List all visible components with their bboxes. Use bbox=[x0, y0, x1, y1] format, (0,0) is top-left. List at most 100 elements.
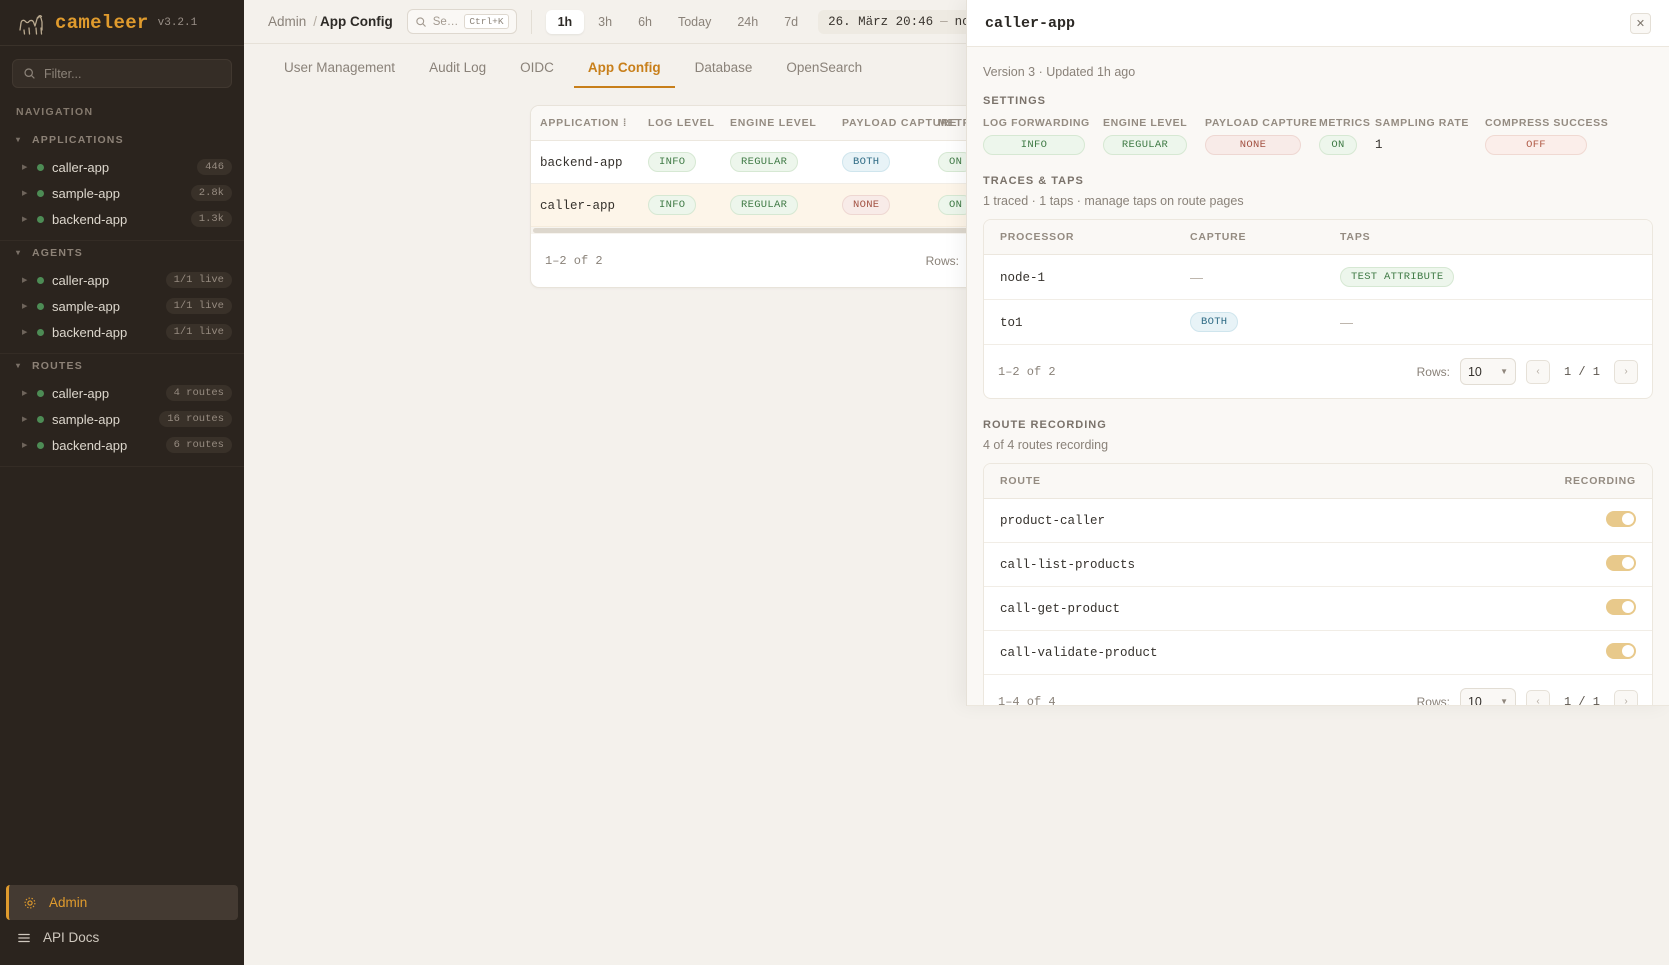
cell-engine-level: REGULAR bbox=[721, 140, 833, 184]
chevron-down-icon: ▾ bbox=[16, 361, 22, 370]
setting-label: PAYLOAD CAPTURE bbox=[1205, 117, 1318, 129]
breadcrumb-current: App Config bbox=[320, 14, 393, 29]
close-icon[interactable]: ✕ bbox=[1630, 12, 1651, 34]
setting-value: OFF bbox=[1485, 135, 1605, 155]
cell-processor: to1 bbox=[984, 299, 1174, 345]
sidebar-item-agents-sample-app[interactable]: ▶ sample-app 1/1 live bbox=[0, 293, 244, 319]
traces-rows-select[interactable]: 10 ▼ bbox=[1459, 358, 1516, 385]
nav-group-agents: ▾ AGENTS ▶ caller-app 1/1 live ▶ sample-app 1/1… bbox=[0, 241, 244, 354]
settings-section-title: SETTINGS bbox=[983, 95, 1047, 107]
recording-next-button[interactable]: › bbox=[1614, 689, 1638, 705]
table-row[interactable]: backend-appINFOREGULARBOTHON309 bbox=[531, 140, 1167, 184]
recording-toggle[interactable] bbox=[1606, 643, 1636, 659]
sidebar-item-routes-caller-app[interactable]: ▶ caller-app 4 routes bbox=[0, 380, 244, 406]
detail-panel: caller-app ✕ Version 3 · Updated 1h ago … bbox=[966, 0, 1669, 706]
tab-database[interactable]: Database bbox=[694, 60, 753, 75]
search-icon bbox=[24, 68, 35, 79]
status-badge: BOTH bbox=[842, 152, 891, 172]
status-dot-icon bbox=[37, 441, 44, 449]
traces-rows-value: 10 bbox=[1467, 364, 1482, 379]
sidebar-item-api-docs[interactable]: API Docs bbox=[0, 920, 244, 955]
setting-value-badge: OFF bbox=[1485, 135, 1587, 155]
recording-row[interactable]: call-validate-product bbox=[984, 630, 1652, 675]
chevron-right-icon: ▶ bbox=[22, 389, 28, 397]
tab-user-management[interactable]: User Management bbox=[284, 60, 396, 75]
recording-row[interactable]: call-list-products bbox=[984, 542, 1652, 587]
recording-header-row: ROUTE RECORDING bbox=[984, 464, 1652, 499]
tab-audit-log[interactable]: Audit Log bbox=[429, 60, 487, 75]
topbar-divider bbox=[530, 9, 532, 34]
sidebar-item-routes-backend-app[interactable]: ▶ backend-app 6 routes bbox=[0, 432, 244, 458]
traces-prev-button[interactable]: ‹ bbox=[1525, 359, 1550, 384]
detail-panel-meta: Version 3 · Updated 1h ago bbox=[983, 65, 1136, 79]
recording-rows-select[interactable]: 10 ▼ bbox=[1459, 688, 1516, 705]
traces-next-button[interactable]: › bbox=[1614, 359, 1638, 384]
breadcrumb-separator: / bbox=[313, 14, 318, 29]
processor-name: node-1 bbox=[1000, 270, 1046, 285]
table-column-header: ENGINE LEVEL bbox=[721, 106, 833, 141]
setting-metrics: METRICS ON bbox=[1319, 117, 1375, 155]
traces-table-card: PROCESSOR CAPTURE TAPS node-1 — TEST ATTRIBU… bbox=[983, 219, 1653, 399]
cell-route: call-list-products bbox=[984, 542, 1532, 587]
traces-column-header: PROCESSOR bbox=[984, 220, 1174, 255]
filter-input[interactable]: Filter... bbox=[12, 59, 232, 88]
chevron-down-icon: ▾ bbox=[16, 135, 22, 144]
recording-toggle[interactable] bbox=[1606, 555, 1636, 571]
sidebar-item-applications-sample-app[interactable]: ▶ sample-app 2.8k bbox=[0, 180, 244, 206]
recording-row-count: 1–4 of 4 bbox=[998, 694, 1056, 706]
sidebar-item-applications-caller-app[interactable]: ▶ caller-app 446 bbox=[0, 154, 244, 180]
recording-row[interactable]: call-get-product bbox=[984, 586, 1652, 631]
tab-app-config[interactable]: App Config bbox=[573, 48, 675, 88]
breadcrumb-root[interactable]: Admin bbox=[268, 14, 307, 29]
traces-row[interactable]: to1 BOTH — bbox=[984, 299, 1652, 345]
traces-row[interactable]: node-1 — TEST ATTRIBUTE bbox=[984, 254, 1652, 300]
processor-name: to1 bbox=[1000, 315, 1023, 330]
application-name: caller-app bbox=[540, 198, 616, 213]
sidebar-item-routes-sample-app[interactable]: ▶ sample-app 16 routes bbox=[0, 406, 244, 432]
tab-opensearch[interactable]: OpenSearch bbox=[786, 60, 863, 75]
sidebar-item-agents-caller-app[interactable]: ▶ caller-app 1/1 live bbox=[0, 267, 244, 293]
time-range-Today[interactable]: Today bbox=[677, 14, 712, 29]
setting-compress-success: COMPRESS SUCCESS OFF bbox=[1485, 117, 1608, 155]
time-range-3h[interactable]: 3h bbox=[598, 14, 613, 29]
time-dash: — bbox=[940, 14, 948, 29]
recording-prev-button[interactable]: ‹ bbox=[1525, 689, 1550, 705]
search-input[interactable]: Se… Ctrl+K bbox=[406, 9, 517, 34]
settings-grid: LOG FORWARDING INFO ENGINE LEVEL REGULAR PAY… bbox=[983, 117, 1653, 155]
status-dot-icon bbox=[37, 328, 44, 336]
nav-group-header[interactable]: ▾ APPLICATIONS bbox=[0, 128, 244, 154]
nav-group-header[interactable]: ▾ ROUTES bbox=[0, 354, 244, 380]
time-range-24h[interactable]: 24h bbox=[737, 14, 759, 29]
sidebar-item-badge: 16 routes bbox=[159, 411, 232, 427]
sidebar-item-label: sample-app bbox=[52, 185, 120, 201]
recording-row[interactable]: product-caller bbox=[984, 498, 1652, 543]
setting-value: ON bbox=[1319, 135, 1375, 155]
time-range-6h[interactable]: 6h bbox=[638, 14, 652, 29]
recording-toggle[interactable] bbox=[1606, 599, 1636, 615]
app-config-table-card: APPLICATION ⁞ LOG LEVEL ENGINE LEVEL PAYLOA… bbox=[530, 105, 1168, 288]
sidebar: cameleer v3.2.1 Filter... NAVIGATION ▾ AP… bbox=[0, 0, 244, 965]
cell-payload-capture: NONE bbox=[833, 183, 929, 227]
cell-log-level: INFO bbox=[639, 183, 721, 227]
traces-column-header: TAPS bbox=[1324, 220, 1652, 255]
cell-recording bbox=[1532, 586, 1652, 631]
sidebar-item-badge: 1.3k bbox=[190, 211, 232, 227]
nav-group-header[interactable]: ▾ AGENTS bbox=[0, 241, 244, 267]
time-range-display[interactable]: 26. März 20:46 — now bbox=[818, 9, 988, 34]
brand[interactable]: cameleer v3.2.1 bbox=[0, 0, 244, 46]
chevron-right-icon: ▶ bbox=[22, 215, 28, 223]
brand-name: cameleer bbox=[55, 11, 149, 34]
time-range-1h[interactable]: 1h bbox=[545, 9, 585, 34]
sidebar-item-applications-backend-app[interactable]: ▶ backend-app 1.3k bbox=[0, 206, 244, 232]
horizontal-scrollbar[interactable] bbox=[531, 227, 1167, 234]
traces-row-count: 1–2 of 2 bbox=[998, 364, 1056, 379]
sidebar-item-agents-backend-app[interactable]: ▶ backend-app 1/1 live bbox=[0, 319, 244, 345]
chevron-down-icon: ▼ bbox=[1500, 367, 1508, 376]
sidebar-item-admin[interactable]: Admin bbox=[6, 885, 238, 920]
cell-taps: TEST ATTRIBUTE bbox=[1324, 254, 1652, 300]
time-range-7d[interactable]: 7d bbox=[784, 14, 799, 29]
tab-oidc[interactable]: OIDC bbox=[520, 60, 554, 75]
status-badge: REGULAR bbox=[730, 152, 799, 172]
recording-toggle[interactable] bbox=[1606, 511, 1636, 527]
